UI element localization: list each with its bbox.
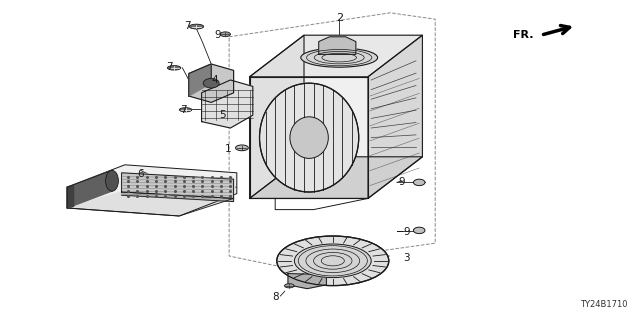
Text: 1: 1 xyxy=(225,144,232,154)
Polygon shape xyxy=(189,64,234,102)
Ellipse shape xyxy=(189,24,204,29)
Polygon shape xyxy=(368,35,422,198)
Polygon shape xyxy=(288,274,326,289)
Polygon shape xyxy=(250,157,422,198)
Ellipse shape xyxy=(220,32,230,37)
Text: 4: 4 xyxy=(211,75,218,85)
Polygon shape xyxy=(250,35,304,198)
Polygon shape xyxy=(250,35,422,77)
Polygon shape xyxy=(250,77,368,198)
Polygon shape xyxy=(202,80,253,128)
Text: 9: 9 xyxy=(214,30,221,40)
Ellipse shape xyxy=(301,48,378,67)
Ellipse shape xyxy=(204,78,219,88)
Ellipse shape xyxy=(106,170,118,191)
Polygon shape xyxy=(67,170,112,208)
Polygon shape xyxy=(122,192,234,202)
Ellipse shape xyxy=(413,179,425,186)
Polygon shape xyxy=(67,192,234,216)
Ellipse shape xyxy=(277,236,389,286)
Ellipse shape xyxy=(413,227,425,234)
Text: 9: 9 xyxy=(398,177,404,188)
Text: 9: 9 xyxy=(403,227,410,237)
Text: 5: 5 xyxy=(219,110,225,120)
Polygon shape xyxy=(122,173,234,198)
Polygon shape xyxy=(67,165,237,216)
Text: 3: 3 xyxy=(403,252,410,263)
Text: 8: 8 xyxy=(273,292,279,302)
Ellipse shape xyxy=(179,108,192,112)
Ellipse shape xyxy=(294,244,371,278)
Polygon shape xyxy=(319,37,356,54)
Text: 2: 2 xyxy=(335,12,343,23)
Text: 7: 7 xyxy=(166,62,173,72)
Polygon shape xyxy=(67,186,74,208)
Ellipse shape xyxy=(285,284,294,288)
Text: FR.: FR. xyxy=(513,30,533,40)
Ellipse shape xyxy=(260,83,359,192)
Ellipse shape xyxy=(290,117,328,158)
Polygon shape xyxy=(189,64,211,96)
Ellipse shape xyxy=(236,145,248,151)
Text: 7: 7 xyxy=(180,105,187,116)
Ellipse shape xyxy=(168,66,181,70)
Text: 7: 7 xyxy=(184,20,191,31)
Text: TY24B1710: TY24B1710 xyxy=(580,300,627,309)
Text: 6: 6 xyxy=(138,169,144,180)
